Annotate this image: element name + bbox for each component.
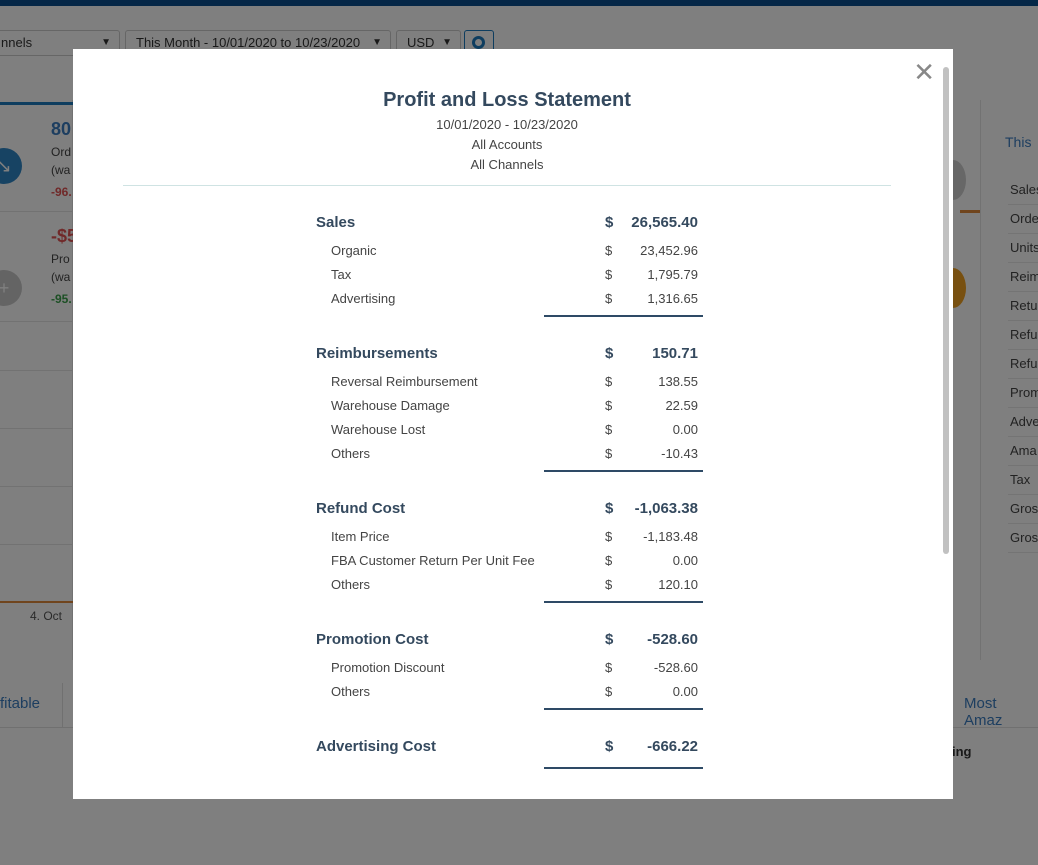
modal-channels: All Channels — [470, 157, 544, 172]
section-total-row: Refund Cost $ -1,063.38 — [316, 500, 706, 520]
currency-symbol: $ — [605, 214, 614, 231]
line-label: Refund Cost — [316, 500, 406, 517]
line-amount: 150.71 — [652, 345, 698, 362]
currency-symbol: $ — [605, 374, 613, 389]
line-label: Others — [331, 577, 371, 592]
line-amount: -11,218.10 — [627, 797, 698, 799]
modal-scrollbar[interactable] — [943, 67, 949, 554]
line-label: Item Price — [331, 529, 390, 544]
currency-symbol: $ — [605, 529, 613, 544]
currency-symbol: $ — [605, 291, 613, 306]
line-item-row: Advertising $1,316.65 — [316, 291, 706, 311]
line-amount: 1,795.79 — [647, 267, 698, 282]
line-item-row: Others $ -10.43 — [316, 446, 706, 466]
line-amount: 0.00 — [672, 553, 698, 568]
line-item-row: Others $120.10 — [316, 577, 706, 597]
section-total-row: Amazon Fees $ -11,218.10 — [316, 797, 706, 799]
section-total-row: Sales $26,565.40 — [316, 214, 706, 234]
line-amount: 0.00 — [672, 684, 698, 699]
currency-symbol: $ — [605, 660, 613, 675]
line-label: Promotion Discount — [331, 660, 445, 675]
line-label: Tax — [331, 267, 352, 282]
modal-title: Profit and Loss Statement — [383, 89, 631, 111]
line-amount: -1,183.48 — [643, 529, 698, 544]
line-item-row: Promotion Discount $ -528.60 — [316, 660, 706, 680]
section-divider — [544, 767, 703, 769]
line-label: Sales — [316, 214, 356, 231]
line-label: Amazon Fees — [316, 797, 413, 799]
modal-date-range: 10/01/2020 - 10/23/2020 — [436, 117, 578, 132]
line-amount: -528.60 — [653, 660, 698, 675]
section-divider — [544, 708, 703, 710]
section-divider — [544, 315, 703, 317]
line-amount: 120.10 — [658, 577, 698, 592]
section-divider — [544, 470, 703, 472]
currency-symbol: $ — [605, 577, 613, 592]
section-total-row: Advertising Cost $ -666.22 — [316, 738, 706, 758]
line-item-row: FBA Customer Return Per Unit Fee $0.00 — [316, 553, 706, 573]
line-label: Promotion Cost — [316, 631, 429, 648]
line-amount: -10.43 — [661, 446, 698, 461]
line-label: Reversal Reimbursement — [331, 374, 478, 389]
currency-symbol: $ — [605, 797, 613, 799]
currency-symbol: $ — [605, 553, 613, 568]
line-item-row: Warehouse Damage $22.59 — [316, 398, 706, 418]
currency-symbol: $ — [605, 243, 613, 258]
currency-symbol: $ — [605, 422, 613, 437]
currency-symbol: $ — [605, 267, 613, 282]
line-item-row: Tax $1,795.79 — [316, 267, 706, 287]
line-amount: -528.60 — [647, 631, 698, 648]
currency-symbol: $ — [605, 738, 614, 755]
line-item-row: Item Price $ -1,183.48 — [316, 529, 706, 549]
line-label: Warehouse Damage — [331, 398, 450, 413]
line-label: Others — [331, 684, 371, 699]
currency-symbol: $ — [605, 684, 613, 699]
line-label: Organic — [331, 243, 377, 258]
line-amount: -1,063.38 — [634, 500, 698, 517]
line-amount: 22.59 — [665, 398, 698, 413]
line-item-row: Warehouse Lost $0.00 — [316, 422, 706, 442]
close-icon[interactable]: ✕ — [913, 57, 935, 87]
profit-loss-modal: ✕ Profit and Loss Statement 10/01/2020 -… — [73, 49, 953, 799]
line-amount: 23,452.96 — [640, 243, 698, 258]
line-label: Others — [331, 446, 371, 461]
line-amount: 0.00 — [672, 422, 698, 437]
modal-accounts: All Accounts — [471, 137, 543, 152]
line-label: Warehouse Lost — [331, 422, 426, 437]
line-amount: 1,316.65 — [647, 291, 698, 306]
line-label: Reimbursements — [316, 345, 438, 362]
section-divider — [544, 601, 703, 603]
line-label: Advertising — [331, 291, 396, 306]
line-label: FBA Customer Return Per Unit Fee — [331, 553, 535, 568]
line-amount: 138.55 — [658, 374, 698, 389]
line-item-row: Reversal Reimbursement $138.55 — [316, 374, 706, 394]
currency-symbol: $ — [605, 398, 613, 413]
section-total-row: Promotion Cost $ -528.60 — [316, 631, 706, 651]
currency-symbol: $ — [605, 345, 614, 362]
line-label: Advertising Cost — [316, 738, 437, 755]
currency-symbol: $ — [605, 446, 613, 461]
line-item-row: Others $0.00 — [316, 684, 706, 704]
line-item-row: Organic $23,452.96 — [316, 243, 706, 263]
header-divider — [123, 185, 891, 186]
currency-symbol: $ — [605, 500, 614, 517]
section-total-row: Reimbursements $150.71 — [316, 345, 706, 365]
currency-symbol: $ — [605, 631, 614, 648]
line-amount: 26,565.40 — [631, 214, 698, 231]
line-amount: -666.22 — [647, 738, 698, 755]
